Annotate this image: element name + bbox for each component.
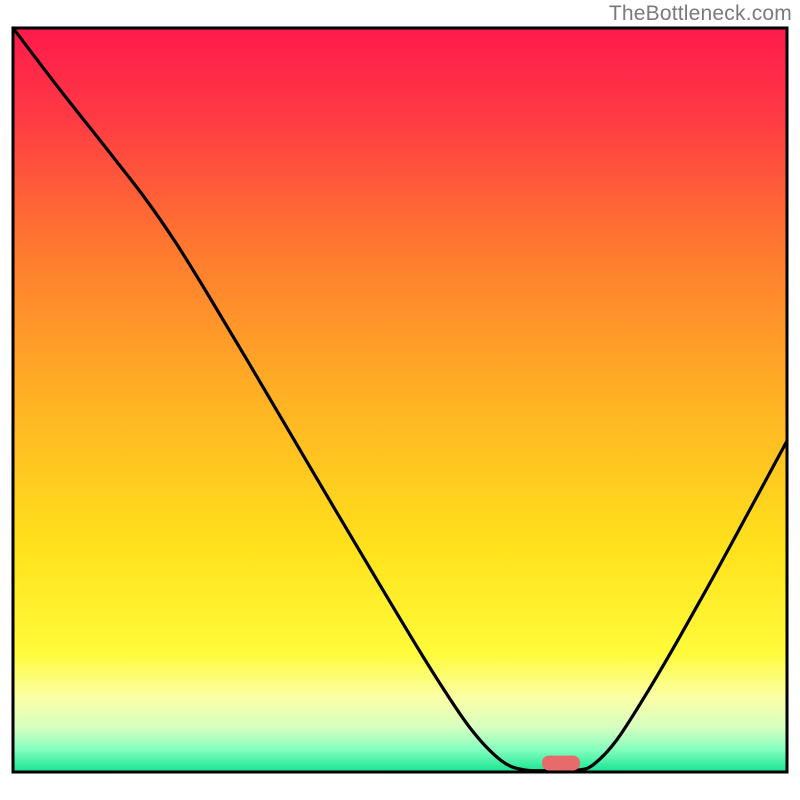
optimal-marker (542, 756, 580, 771)
gradient-background (13, 28, 787, 772)
chart-container: TheBottleneck.com (0, 0, 800, 800)
chart-svg (0, 0, 800, 800)
watermark-text: TheBottleneck.com (609, 2, 792, 26)
